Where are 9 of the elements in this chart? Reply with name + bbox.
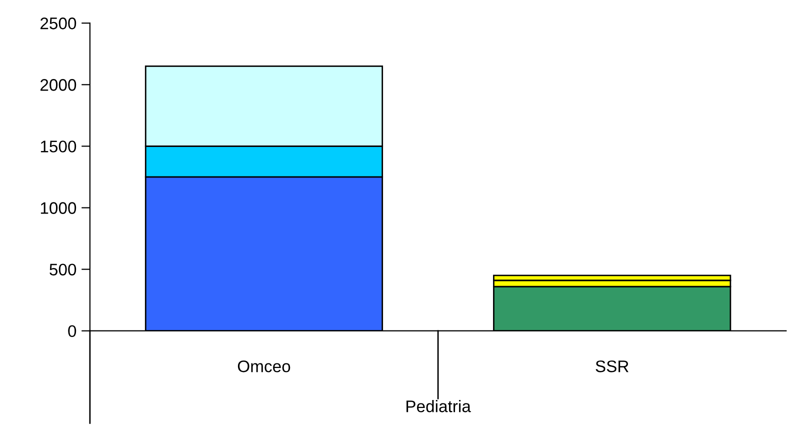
x-axis-title: Pediatria — [406, 400, 471, 412]
y-tick-label: 2500 — [40, 18, 76, 30]
y-tick-label: 1500 — [40, 140, 76, 152]
y-tick-label: 2000 — [40, 79, 76, 91]
y-tick-label: 0 — [68, 325, 76, 338]
y-tick-label: 500 — [50, 264, 76, 276]
y-tick-label: 1000 — [40, 202, 76, 214]
x-tick-label: Omceo — [238, 360, 290, 372]
x-tick-label: SSR — [596, 360, 628, 372]
